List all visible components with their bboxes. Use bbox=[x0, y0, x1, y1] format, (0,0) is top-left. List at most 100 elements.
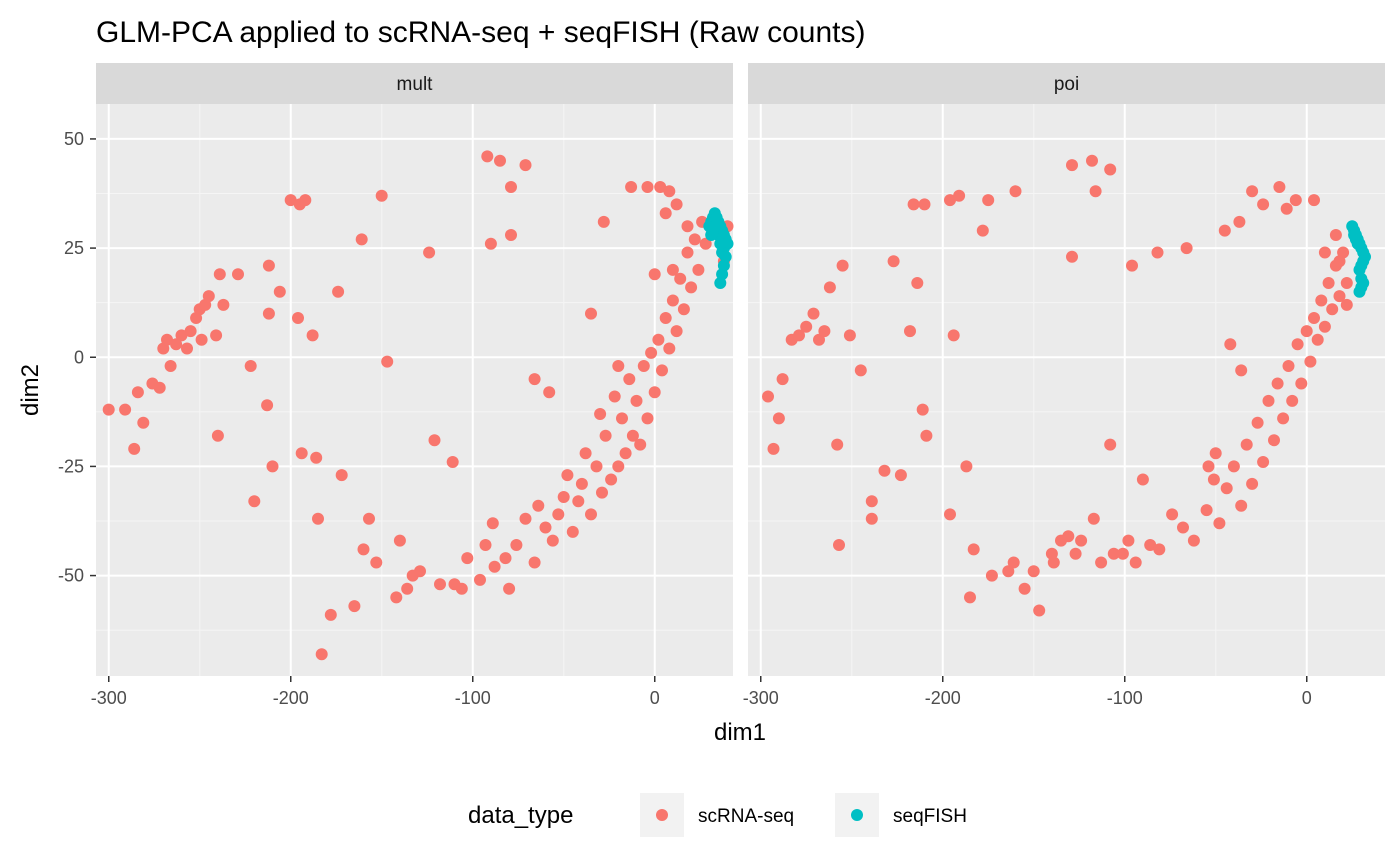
point-scrna-seq bbox=[1104, 163, 1117, 176]
point-scrna-seq bbox=[532, 499, 545, 512]
point-scrna-seq bbox=[211, 429, 224, 442]
point-scrna-seq bbox=[656, 364, 668, 377]
point-scrna-seq bbox=[499, 552, 512, 565]
point-scrna-seq bbox=[1291, 338, 1304, 351]
point-scrna-seq bbox=[1304, 355, 1317, 368]
point-scrna-seq bbox=[248, 495, 261, 508]
point-scrna-seq bbox=[1069, 547, 1082, 560]
point-scrna-seq bbox=[688, 233, 701, 246]
point-scrna-seq bbox=[1308, 194, 1320, 207]
point-scrna-seq bbox=[572, 495, 585, 508]
point-scrna-seq bbox=[324, 608, 337, 621]
legend-key-dot-scrna-seq bbox=[656, 809, 668, 821]
point-scrna-seq bbox=[854, 364, 867, 377]
point-scrna-seq bbox=[878, 464, 891, 477]
point-scrna-seq bbox=[659, 207, 672, 220]
point-scrna-seq bbox=[1240, 438, 1253, 451]
legend: data_type scRNA-seq seqFISH bbox=[468, 793, 967, 837]
point-scrna-seq bbox=[488, 560, 501, 573]
legend-key-dot-seqfish bbox=[851, 809, 863, 821]
point-scrna-seq bbox=[1062, 530, 1075, 543]
point-scrna-seq bbox=[1257, 456, 1270, 468]
point-scrna-seq bbox=[295, 447, 308, 460]
point-scrna-seq bbox=[1295, 377, 1308, 390]
point-scrna-seq bbox=[1095, 556, 1108, 569]
x-tick-label: -200 bbox=[273, 688, 309, 708]
point-scrna-seq bbox=[612, 360, 625, 372]
point-scrna-seq bbox=[594, 408, 607, 420]
point-scrna-seq bbox=[1089, 185, 1102, 198]
point-scrna-seq bbox=[1033, 604, 1046, 617]
point-scrna-seq bbox=[446, 456, 459, 468]
point-scrna-seq bbox=[793, 329, 805, 342]
point-seqfish bbox=[1353, 285, 1366, 298]
point-scrna-seq bbox=[1333, 290, 1346, 303]
point-scrna-seq bbox=[1136, 473, 1149, 486]
point-scrna-seq bbox=[1104, 438, 1117, 451]
point-scrna-seq bbox=[807, 307, 820, 320]
point-scrna-seq bbox=[1318, 246, 1331, 259]
point-scrna-seq bbox=[164, 360, 177, 372]
point-scrna-seq bbox=[1087, 512, 1100, 525]
points-mult bbox=[102, 150, 734, 661]
point-scrna-seq bbox=[381, 355, 394, 368]
point-scrna-seq bbox=[375, 189, 388, 202]
y-tick-label: 50 bbox=[64, 129, 84, 149]
point-scrna-seq bbox=[348, 600, 361, 613]
point-scrna-seq bbox=[546, 534, 559, 547]
point-scrna-seq bbox=[519, 159, 532, 172]
point-scrna-seq bbox=[823, 281, 836, 294]
point-scrna-seq bbox=[539, 521, 552, 534]
point-scrna-seq bbox=[1107, 547, 1120, 560]
point-scrna-seq bbox=[1009, 185, 1022, 198]
point-scrna-seq bbox=[599, 429, 612, 442]
point-scrna-seq bbox=[865, 495, 878, 508]
point-scrna-seq bbox=[1235, 499, 1248, 512]
point-scrna-seq bbox=[217, 298, 230, 311]
point-scrna-seq bbox=[1066, 159, 1078, 172]
point-scrna-seq bbox=[652, 333, 665, 346]
point-scrna-seq bbox=[616, 412, 628, 425]
point-scrna-seq bbox=[1246, 477, 1259, 490]
x-axis-title: dim1 bbox=[714, 719, 766, 746]
point-scrna-seq bbox=[626, 429, 639, 442]
point-scrna-seq bbox=[1209, 447, 1222, 460]
plot-panel-mult bbox=[96, 104, 733, 676]
point-scrna-seq bbox=[1122, 534, 1135, 547]
facet-strip-poi bbox=[748, 63, 1385, 104]
point-scrna-seq bbox=[836, 259, 849, 272]
y-tick-label: 25 bbox=[64, 238, 84, 258]
y-tick-label: 0 bbox=[74, 347, 84, 367]
point-scrna-seq bbox=[170, 338, 183, 351]
point-scrna-seq bbox=[273, 285, 286, 298]
point-scrna-seq bbox=[605, 473, 618, 486]
point-scrna-seq bbox=[843, 329, 856, 342]
point-scrna-seq bbox=[818, 325, 831, 338]
point-seqfish bbox=[1348, 229, 1361, 241]
x-tick-label: -100 bbox=[1107, 688, 1143, 708]
point-scrna-seq bbox=[920, 429, 933, 442]
point-scrna-seq bbox=[528, 556, 541, 569]
point-scrna-seq bbox=[776, 373, 789, 386]
point-scrna-seq bbox=[585, 508, 597, 521]
point-scrna-seq bbox=[1311, 333, 1324, 346]
point-scrna-seq bbox=[210, 329, 223, 342]
point-scrna-seq bbox=[1315, 294, 1328, 307]
point-scrna-seq bbox=[674, 272, 687, 285]
point-scrna-seq bbox=[1233, 215, 1246, 228]
point-scrna-seq bbox=[1268, 434, 1280, 447]
point-scrna-seq bbox=[670, 325, 683, 338]
point-scrna-seq bbox=[543, 386, 556, 399]
point-scrna-seq bbox=[976, 224, 989, 237]
point-scrna-seq bbox=[510, 539, 523, 551]
point-scrna-seq bbox=[1235, 364, 1248, 377]
point-scrna-seq bbox=[261, 399, 274, 412]
point-scrna-seq bbox=[619, 447, 632, 460]
point-scrna-seq bbox=[1066, 250, 1078, 263]
point-scrna-seq bbox=[608, 390, 621, 403]
point-scrna-seq bbox=[953, 189, 966, 202]
point-scrna-seq bbox=[1322, 277, 1335, 289]
point-scrna-seq bbox=[960, 460, 973, 473]
point-scrna-seq bbox=[648, 268, 661, 281]
point-scrna-seq bbox=[332, 285, 345, 298]
